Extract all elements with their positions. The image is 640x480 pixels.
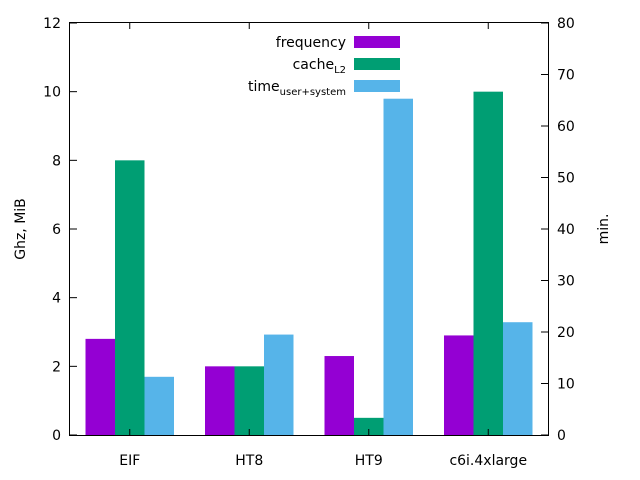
bars-layer [85,91,533,436]
y2-tick-label: 50 [557,171,575,187]
bar-time-HT9 [383,98,413,435]
y-tick-label: 0 [52,428,61,444]
bar-cache-EIF [115,160,145,436]
bar-frequency-HT8 [205,366,235,435]
y-axis-label: Ghz, MiB [13,198,29,260]
y-tick-label: 12 [43,16,61,32]
y-tick-label: 10 [43,85,61,101]
y2-tick-label: 60 [557,119,575,135]
bar-frequency-EIF [85,338,115,435]
y2-tick-label: 70 [557,68,575,84]
y2-tick-label: 0 [557,428,566,444]
y2-tick-label: 40 [557,222,575,238]
x-tick-label: c6i.4xlarge [449,453,527,469]
legend-swatch-time [354,80,400,92]
bar-cache-HT9 [354,417,384,435]
bar-frequency-HT9 [324,356,354,435]
plot-frame [69,22,549,436]
y2-tick-label: 30 [557,274,575,290]
y-tick-label: 8 [52,153,61,169]
legend-swatch-cache [354,58,400,70]
x-tick-label: HT9 [355,453,383,469]
bar-cache-HT8 [234,366,264,435]
legend: frequency cacheL2 timeuser+system [248,35,400,98]
y-tick-label: 4 [52,291,61,307]
legend-swatch-frequency [354,36,400,48]
y2-tick-label: 80 [557,16,575,32]
y2-axis-label: min. [596,214,612,245]
x-tick-label: HT8 [235,453,263,469]
legend-label-time: timeuser+system [248,79,346,98]
bar-time-c6i.4xlarge [503,322,533,435]
bar-time-EIF [144,376,174,435]
y2-tick-label: 10 [557,377,575,393]
y2-tick-label: 20 [557,325,575,341]
legend-label-frequency: frequency [276,35,346,51]
y-tick-label: 2 [52,359,61,375]
bar-cache-c6i.4xlarge [473,91,503,436]
bar-time-HT8 [264,334,294,435]
y-tick-label: 6 [52,222,61,238]
bar-frequency-c6i.4xlarge [444,335,474,435]
ticks-layer: EIF HT8 HT9 c6i.4xlarge 0 2 4 6 8 10 12 0 10 20 30 40 50… [43,16,575,469]
x-tick-label: EIF [119,453,140,469]
legend-label-cache: cacheL2 [293,57,346,76]
